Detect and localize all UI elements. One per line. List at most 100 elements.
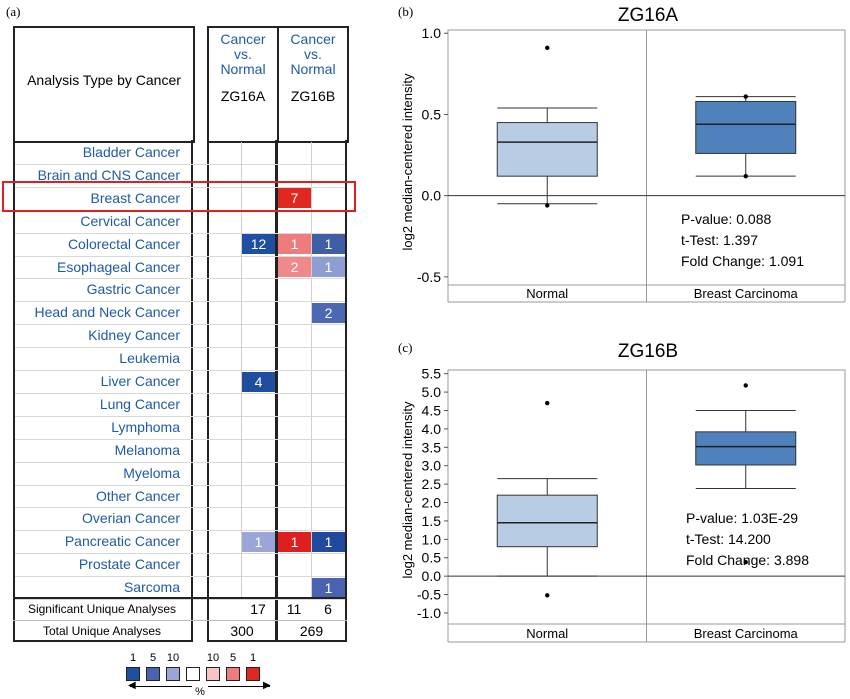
y-tick-label: -1.0	[417, 605, 441, 621]
category-label: Normal	[526, 286, 568, 301]
table-left-border	[13, 140, 15, 598]
cancer-type-label[interactable]: Cervical Cancer	[80, 212, 180, 229]
row-divider	[15, 553, 345, 555]
cancer-type-label[interactable]: Prostate Cancer	[78, 556, 180, 573]
cancer-type-label[interactable]: Other Cancer	[95, 487, 180, 504]
total-unique-label: Total Unique Analyses	[42, 624, 162, 638]
row-divider	[15, 576, 345, 578]
row-divider	[15, 186, 345, 188]
cancer-type-label[interactable]: Bladder Cancer	[82, 144, 180, 160]
cancer-type-label[interactable]: Kidney Cancer	[88, 327, 180, 344]
row-divider	[15, 255, 345, 257]
legend-swatch	[126, 667, 140, 681]
outlier-point	[545, 400, 550, 406]
cancer-type-label[interactable]: Head and Neck Cancer	[34, 304, 180, 321]
panel-c-label: (c)	[398, 340, 413, 355]
zg16a-line-1: Cancer	[220, 31, 266, 47]
outlier-point	[545, 45, 550, 51]
legend-swatch-label: 10	[166, 652, 180, 664]
y-tick-label: 0.0	[422, 188, 442, 204]
zg16a-left-border	[207, 140, 209, 598]
heat-cell[interactable]: 1	[312, 234, 345, 255]
zg16b-gene-label: ZG16B	[290, 88, 336, 104]
zg16b-stats: P-value: 1.03E-29 t-Test: 14.200 Fold Ch…	[686, 508, 809, 571]
gene-divider	[275, 140, 278, 642]
cancer-type-label[interactable]: Lung Cancer	[99, 395, 180, 412]
cancer-type-label[interactable]: Pancreatic Cancer	[64, 533, 180, 550]
footer-value-box	[207, 597, 347, 642]
zg16a-significant-count: 17	[250, 601, 266, 617]
heat-cell[interactable]: 1	[312, 257, 345, 277]
y-tick-label: 2.5	[422, 476, 442, 492]
box-iqr	[695, 431, 797, 466]
row-divider	[15, 324, 345, 326]
cancer-type-label[interactable]: Myeloma	[123, 464, 180, 481]
zg16a-ttest: t-Test: 1.397	[681, 232, 759, 248]
box-iqr	[496, 494, 598, 548]
cancer-type-label[interactable]: Breast Cancer	[90, 189, 180, 206]
y-tick-label: 3.0	[422, 458, 442, 474]
outlier-point	[545, 203, 550, 208]
row-divider	[15, 415, 345, 417]
heat-cell[interactable]: 4	[242, 371, 275, 392]
cancer-type-label[interactable]: Melanoma	[114, 441, 180, 458]
zg16a-analysis-type: Cancer vs. Normal	[209, 32, 277, 77]
analysis-type-header: Analysis Type by Cancer	[13, 26, 195, 143]
legend-swatch-label: 5	[229, 652, 237, 664]
y-tick-label: 0.0	[422, 568, 442, 584]
cancer-type-label[interactable]: Leukemia	[119, 350, 180, 367]
heat-cell[interactable]: 7	[278, 188, 311, 209]
zg16b-total: 269	[299, 623, 324, 639]
legend-swatch	[186, 667, 200, 681]
zg16b-box-plot: log2 median-centered intensity 5.5 5.0 4.5…	[400, 366, 846, 643]
significant-unique-label: Significant Unique Analyses	[27, 602, 177, 616]
y-tick-label: 1.0	[422, 25, 442, 41]
cancer-type-label[interactable]: Colorectal Cancer	[67, 235, 180, 252]
cancer-type-label[interactable]: Liver Cancer	[100, 373, 180, 389]
analysis-type-title: Analysis Type by Cancer	[27, 72, 181, 88]
y-tick-label: 5.5	[422, 366, 442, 382]
zg16b-pvalue: P-value: 1.03E-29	[686, 510, 799, 526]
cancer-type-label[interactable]: Brain and CNS Cancer	[37, 166, 180, 183]
heat-cell[interactable]: 2	[278, 257, 311, 277]
category-label: Normal	[526, 626, 568, 641]
row-divider	[15, 278, 345, 280]
zg16a-fold-change: Fold Change: 1.091	[681, 253, 804, 269]
zg16b-significant-up: 11	[286, 601, 302, 617]
zg16a-gene-label: ZG16A	[220, 88, 266, 104]
row-divider	[15, 301, 345, 303]
panel-a-label: (a)	[6, 4, 21, 19]
cancer-type-label[interactable]: Gastric Cancer	[86, 281, 180, 298]
zg16b-right-border	[345, 140, 347, 598]
panel-b-label: (b)	[398, 4, 414, 19]
cancer-type-label[interactable]: Esophageal Cancer	[57, 258, 180, 275]
legend-swatch	[226, 667, 240, 681]
heat-cell[interactable]: 1	[278, 531, 311, 552]
outlier-point	[743, 94, 748, 99]
cancer-type-label[interactable]: Overian Cancer	[81, 510, 180, 527]
heat-cell[interactable]: 1	[312, 577, 345, 598]
row-divider	[15, 370, 345, 371]
category-label: Breast Carcinoma	[694, 286, 799, 301]
row-divider	[15, 461, 345, 463]
heat-cell[interactable]: 12	[242, 234, 275, 255]
outlier-point	[743, 383, 748, 388]
legend-swatch-label: 1	[249, 652, 257, 664]
box-iqr	[496, 122, 598, 177]
y-tick-label: 1.5	[422, 513, 442, 529]
breast-cancer-highlight	[2, 181, 356, 212]
heat-cell[interactable]: 1	[312, 531, 345, 552]
legend-swatch	[146, 667, 160, 681]
zg16b-column-header: Cancer vs. Normal ZG16B	[277, 26, 349, 143]
zg16b-line-1: Cancer	[290, 31, 336, 47]
heat-cell[interactable]: 1	[242, 531, 275, 552]
zg16b-line-2: vs.	[304, 46, 322, 62]
heat-cell[interactable]: 2	[312, 302, 345, 323]
legend-right-arrowhead: ▶	[263, 680, 271, 691]
cancer-type-label[interactable]: Sarcoma	[123, 579, 180, 596]
row-divider	[15, 232, 345, 234]
heat-cell[interactable]: 1	[278, 234, 311, 255]
cancer-type-label[interactable]: Lymphoma	[111, 418, 180, 435]
legend-swatch-label: 1	[129, 652, 137, 664]
footer-label-box	[13, 597, 193, 642]
